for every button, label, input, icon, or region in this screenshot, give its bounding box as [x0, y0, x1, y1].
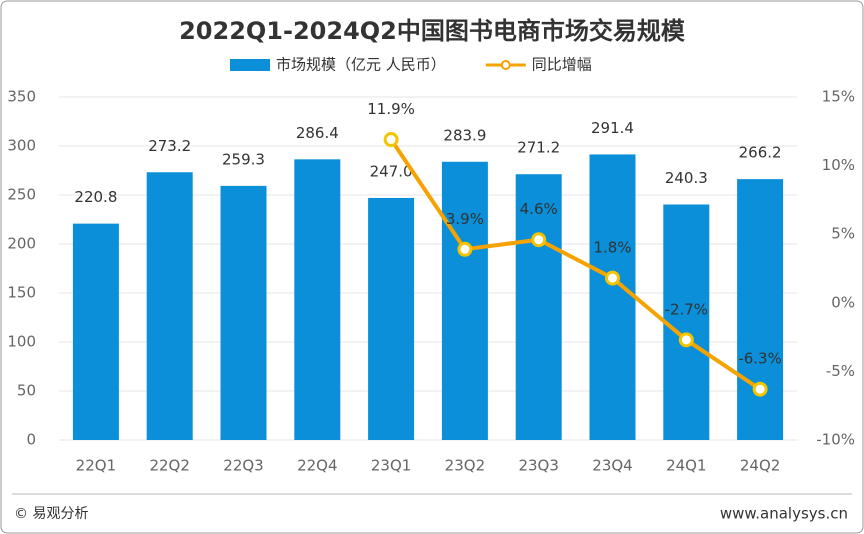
line-value-label: 1.8% — [593, 239, 631, 257]
x-tick-label: 24Q2 — [740, 457, 780, 475]
y-tick-label: 150 — [7, 284, 36, 302]
line-value-label: 11.9% — [367, 100, 415, 118]
bar-value-label: 266.2 — [739, 144, 782, 162]
bar-value-label: 220.8 — [74, 188, 117, 206]
y2-tick-label: -5% — [826, 362, 855, 380]
line-marker — [752, 381, 768, 397]
bar-value-label: 259.3 — [222, 150, 265, 168]
bar — [146, 172, 193, 440]
x-tick-label: 23Q1 — [371, 457, 411, 475]
x-tick-label: 23Q2 — [445, 457, 485, 475]
bar-value-label: 240.3 — [665, 169, 708, 187]
bar — [737, 179, 784, 440]
bar — [368, 197, 415, 440]
line-marker — [531, 232, 547, 248]
line-value-label: -6.3% — [738, 350, 782, 368]
line-marker — [678, 332, 694, 348]
bar-value-label: 286.4 — [296, 124, 339, 142]
bar-value-label: 273.2 — [148, 137, 191, 155]
x-tick-label: 23Q4 — [592, 457, 632, 475]
bar-value-label: 247.0 — [370, 162, 413, 180]
x-tick-label: 22Q2 — [149, 457, 189, 475]
y2-tick-label: 15% — [822, 88, 855, 106]
y-tick-label: 350 — [7, 88, 36, 106]
x-tick-label: 24Q1 — [666, 457, 706, 475]
y2-tick-label: -10% — [816, 431, 855, 449]
footer-right: www.analysys.cn — [720, 505, 848, 523]
y-tick-label: 250 — [7, 186, 36, 204]
y-tick-label: 50 — [17, 382, 36, 400]
bar-value-label: 283.9 — [443, 126, 486, 144]
line — [389, 138, 762, 391]
y-tick-label: 300 — [7, 137, 36, 155]
chart-title: 2022Q1-2024Q2中国图书电商市场交易规模 — [179, 17, 686, 45]
bar — [515, 174, 562, 440]
line-marker — [457, 241, 473, 257]
y2-tick-label: 5% — [831, 225, 855, 243]
line-value-label: 3.9% — [446, 210, 484, 228]
line-value-label: 4.6% — [520, 200, 558, 218]
x-tick-label: 22Q3 — [223, 457, 263, 475]
bar — [72, 223, 119, 440]
footer-left: © 易观分析 — [14, 506, 88, 522]
line-marker — [383, 132, 399, 148]
y2-tick-label: 10% — [822, 156, 855, 174]
bar — [589, 154, 636, 441]
legend-label: 同比增幅 — [532, 56, 592, 74]
bar — [220, 185, 267, 440]
line-marker — [605, 270, 620, 286]
bar — [294, 159, 341, 440]
y-tick-label: 100 — [7, 333, 36, 351]
y2-tick-label: 0% — [831, 293, 855, 311]
legend-swatch — [230, 59, 270, 71]
x-tick-label: 22Q1 — [76, 457, 116, 475]
y-tick-label: 200 — [7, 235, 36, 253]
bar-value-label: 271.2 — [517, 139, 560, 157]
x-tick-label: 23Q3 — [518, 457, 558, 475]
bar — [441, 161, 488, 440]
line-value-label: -2.7% — [665, 300, 709, 318]
y-tick-label: 0 — [26, 431, 36, 449]
bar-value-label: 291.4 — [591, 119, 634, 137]
legend-label: 市场规模（亿元 人民币） — [276, 56, 446, 74]
bar — [663, 204, 710, 440]
x-tick-label: 22Q4 — [297, 457, 337, 475]
legend-marker — [500, 60, 511, 70]
